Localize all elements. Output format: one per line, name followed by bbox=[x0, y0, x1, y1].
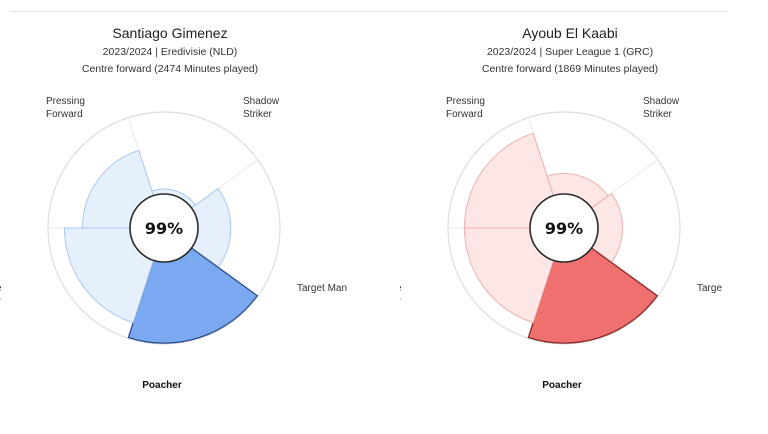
position-minutes-line: Centre forward (2474 Minutes played) bbox=[81, 63, 259, 75]
label-pressing-forward: Pressing Forward bbox=[446, 96, 485, 120]
season-league-line: 2023/2024 | Eredivisie (NLD) bbox=[102, 46, 238, 58]
player-panel-right: Ayoub El Kaabi 2023/2024 | Super League … bbox=[400, 0, 740, 434]
role-pizza-chart: 99% Pressing Forward Shadow Striker Target Ma… bbox=[0, 96, 347, 391]
label-pressing-forward: Pressing Forward bbox=[46, 96, 85, 120]
position-minutes-line: Centre forward (1869 Minutes played) bbox=[481, 63, 659, 75]
role-pizza-chart: 99% Pressing Forward Shadow Striker Targe Poac… bbox=[400, 96, 722, 391]
label-target-man: Target Man bbox=[297, 283, 347, 294]
label-shadow-striker: Shadow Striker bbox=[643, 96, 680, 120]
player-name: Santiago Gimenez bbox=[112, 25, 228, 41]
center-value: 99% bbox=[145, 219, 183, 238]
label-poacher: Poacher bbox=[142, 380, 182, 391]
top-divider bbox=[10, 11, 728, 12]
season-league-line: 2023/2024 | Super League 1 (GRC) bbox=[486, 46, 654, 58]
label-poacher: Poacher bbox=[542, 380, 582, 391]
label-target-man: Targe bbox=[697, 283, 722, 294]
player-name: Ayoub El Kaabi bbox=[522, 25, 618, 41]
center-value: 99% bbox=[545, 219, 583, 238]
center-disc bbox=[129, 193, 199, 263]
player-panel-left: Santiago Gimenez 2023/2024 | Eredivisie … bbox=[0, 0, 347, 434]
center-disc bbox=[529, 193, 599, 263]
label-shadow-striker: Shadow Striker bbox=[243, 96, 280, 120]
